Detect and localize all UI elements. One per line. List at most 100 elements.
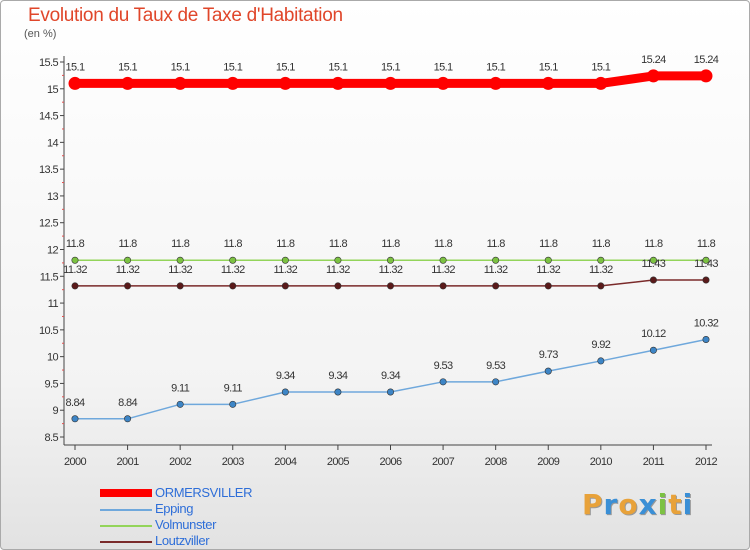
y-tick-label: 12 (47, 245, 59, 257)
legend-label: Loutzviller (155, 533, 210, 548)
data-label: 8.84 (65, 397, 84, 409)
data-label: 9.34 (381, 370, 400, 382)
legend-label: Volmunster (155, 517, 217, 532)
x-tick-label: 2008 (485, 456, 508, 468)
data-point (176, 282, 184, 290)
data-label: 11.8 (224, 238, 243, 250)
data-point (649, 276, 657, 284)
y-tick-label: 11 (48, 298, 59, 310)
data-label: 11.8 (276, 238, 295, 250)
data-point (541, 76, 555, 90)
data-point (646, 69, 660, 83)
data-point (334, 256, 342, 264)
x-tick-label: 2012 (695, 456, 718, 468)
data-label: 11.8 (487, 238, 506, 250)
data-point (699, 69, 713, 83)
data-point (71, 415, 79, 423)
data-point (176, 256, 184, 264)
logo-letter: t (668, 488, 683, 521)
x-tick-label: 2000 (64, 456, 87, 468)
y-tick-label: 15.5 (39, 57, 58, 69)
data-label: 9.53 (434, 360, 453, 372)
data-point (544, 256, 552, 264)
data-point (594, 76, 608, 90)
data-label: 9.73 (539, 349, 558, 361)
data-label: 11.8 (644, 238, 663, 250)
data-label: 11.8 (171, 238, 190, 250)
data-point (281, 388, 289, 396)
data-label: 15.1 (223, 61, 242, 73)
data-label: 15.1 (434, 61, 453, 73)
data-point (544, 367, 552, 375)
data-point (281, 282, 289, 290)
data-label: 15.1 (591, 61, 610, 73)
data-point (281, 256, 289, 264)
data-point (278, 76, 292, 90)
data-label: 11.32 (484, 264, 508, 276)
data-label: 11.32 (168, 264, 192, 276)
data-point (492, 378, 500, 386)
data-label: 11.8 (697, 238, 716, 250)
x-tick-label: 2006 (379, 456, 402, 468)
data-point (597, 282, 605, 290)
data-point (386, 256, 394, 264)
data-label: 11.43 (642, 258, 666, 270)
data-point (124, 415, 132, 423)
data-label: 15.1 (118, 61, 137, 73)
x-tick-label: 2007 (432, 456, 455, 468)
data-label: 15.1 (276, 61, 295, 73)
data-point (649, 346, 657, 354)
proxiti-logo: Proxiti (582, 488, 693, 521)
y-tick-label: 10 (47, 352, 59, 364)
logo-letter: o (618, 488, 639, 521)
data-point (71, 282, 79, 290)
y-tick-label: 12.5 (39, 218, 58, 230)
data-point (702, 276, 710, 284)
data-point (176, 400, 184, 408)
legend-swatch (100, 525, 152, 527)
data-point (386, 388, 394, 396)
data-point (489, 76, 503, 90)
data-label: 15.1 (171, 61, 190, 73)
data-point (439, 282, 447, 290)
data-point (334, 388, 342, 396)
legend-label: ORMERSVILLER (155, 485, 253, 500)
y-tick-label: 11.5 (40, 271, 59, 283)
data-label: 15.1 (65, 61, 84, 73)
data-label: 11.8 (66, 238, 85, 250)
data-label: 11.32 (116, 264, 140, 276)
x-tick-label: 2002 (169, 456, 192, 468)
unit-label: (en %) (24, 28, 57, 40)
chart-title: Evolution du Taux de Taxe d'Habitation (28, 5, 343, 26)
y-tick-label: 9.5 (45, 378, 59, 390)
data-label: 15.1 (381, 61, 400, 73)
data-label: 10.32 (694, 318, 719, 330)
data-label: 8.84 (118, 397, 137, 409)
data-label: 10.12 (641, 328, 666, 340)
data-point (229, 256, 237, 264)
data-label: 9.11 (171, 382, 190, 394)
y-tick-label: 13 (47, 191, 59, 203)
legend-label: Epping (155, 501, 194, 516)
data-point (597, 256, 605, 264)
data-point (702, 256, 710, 264)
data-label: 11.43 (694, 258, 718, 270)
data-label: 11.32 (273, 264, 297, 276)
data-label: 15.24 (641, 54, 666, 66)
y-tick-label: 10.5 (39, 325, 58, 337)
y-tick-label: 14.5 (39, 111, 58, 123)
data-label: 11.8 (329, 238, 348, 250)
data-label: 9.11 (224, 382, 243, 394)
data-point (334, 282, 342, 290)
legend-swatch (100, 509, 152, 511)
data-point (649, 256, 657, 264)
data-label: 11.32 (589, 264, 613, 276)
x-tick-label: 2009 (537, 456, 560, 468)
data-label: 11.8 (434, 238, 453, 250)
x-tick-label: 2003 (222, 456, 245, 468)
legend-swatch (100, 489, 152, 497)
data-point (71, 256, 79, 264)
data-label: 11.32 (63, 264, 87, 276)
